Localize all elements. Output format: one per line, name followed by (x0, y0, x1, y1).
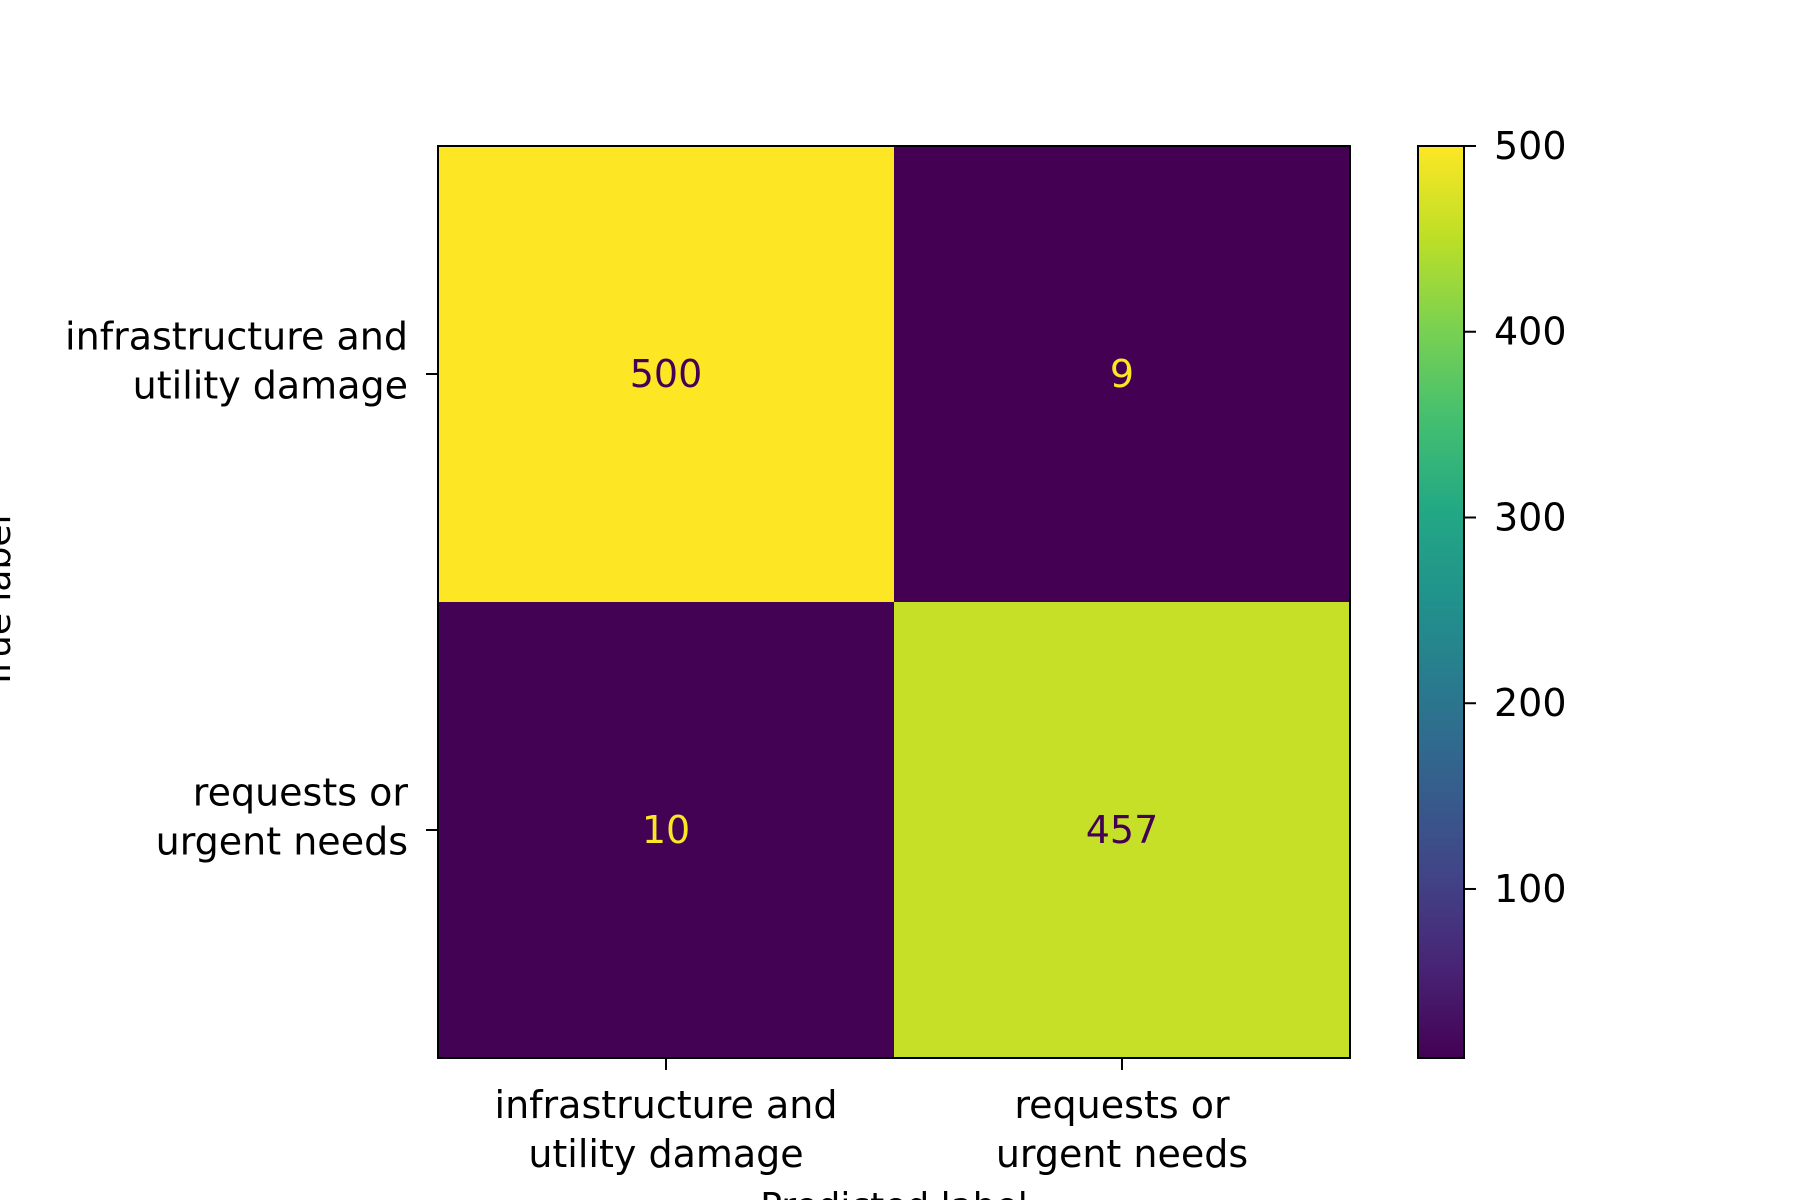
cell-value-labels: 500 9 10 457 (630, 352, 1159, 852)
colorbar-tick-label: 100 (1494, 867, 1567, 911)
matrix-cell (894, 146, 1350, 602)
colorbar-tick-label: 400 (1494, 310, 1567, 354)
colorbar-tick-label: 200 (1494, 681, 1567, 725)
matrix-frame (437, 145, 1351, 1059)
matrix-cells (438, 146, 1350, 1058)
colorbar (1417, 145, 1465, 1059)
colorbar-tick-label: 300 (1494, 495, 1567, 539)
matrix-cell (438, 602, 894, 1058)
colorbar-tick-label: 500 (1494, 124, 1567, 168)
x-tick-label: requests or urgent needs (996, 1083, 1248, 1176)
matrix-cell (438, 146, 894, 602)
y-tick-label: requests or urgent needs (156, 771, 409, 864)
cell-value-label: 457 (1086, 808, 1159, 852)
cell-value-label: 500 (630, 352, 703, 396)
x-axis-ticks: infrastructure and utility damage requests… (495, 1058, 1248, 1176)
y-tick-label: infrastructure and utility damage (65, 315, 408, 408)
y-axis-label: True label (0, 515, 19, 691)
colorbar-ticks: 100 200 300 400 500 (1464, 124, 1567, 911)
x-tick-label: infrastructure and utility damage (495, 1083, 838, 1176)
cell-value-label: 10 (642, 808, 690, 852)
matrix-cell (894, 602, 1350, 1058)
x-axis-label: Predicted label (760, 1186, 1028, 1200)
y-axis-ticks: infrastructure and utility damage requests… (65, 315, 438, 864)
cell-value-label: 9 (1110, 352, 1134, 396)
